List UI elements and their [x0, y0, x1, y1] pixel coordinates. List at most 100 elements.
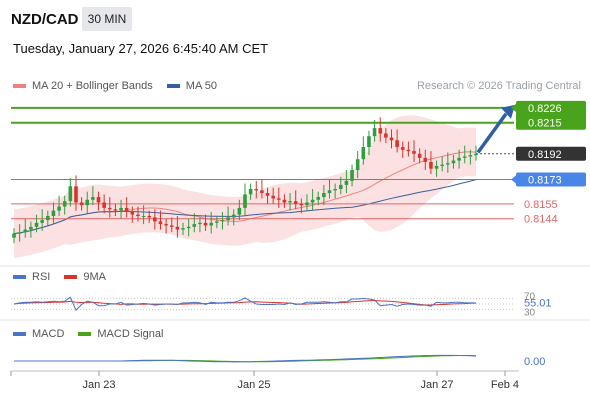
rsi-level-label: 30 — [524, 308, 536, 319]
candle-body — [248, 188, 253, 195]
candle-body — [158, 221, 163, 225]
legend-rsi-label: RSI — [32, 271, 51, 283]
legend-ma50: MA 50 — [166, 80, 217, 92]
candle-body — [40, 220, 44, 223]
legend-rsi: RSI — [13, 271, 50, 283]
legend-macd-swatch — [13, 332, 26, 336]
candle-body — [17, 232, 22, 234]
candle-body — [400, 147, 405, 150]
legend-macd: MACD — [13, 328, 64, 340]
timeframe-button[interactable]: 30 MIN — [82, 7, 132, 31]
candle-body — [220, 220, 225, 222]
legend-macd-label: MACD — [32, 328, 65, 340]
candle-body — [34, 222, 39, 227]
candle-body — [271, 195, 275, 199]
macd-line — [14, 354, 477, 363]
pivot-price-tag — [516, 172, 586, 187]
candle-body — [12, 233, 16, 238]
macd-value-label: 0.00 — [524, 356, 545, 368]
research-credit: Research © 2026 Trading Central — [416, 80, 581, 92]
candle-body — [169, 225, 174, 227]
legend-ma20-swatch — [13, 84, 26, 88]
candle-body — [350, 170, 354, 181]
candle-body — [333, 188, 337, 191]
pivot-price-label: 0.8173 — [528, 175, 562, 187]
last-price-tag — [516, 146, 586, 161]
candle-body — [62, 201, 67, 207]
candle-body — [57, 206, 61, 211]
candle-body — [417, 153, 422, 158]
main-legend: MA 20 + Bollinger Bands MA 50 — [13, 80, 231, 92]
candle-body — [429, 161, 433, 169]
candle-body — [215, 221, 219, 223]
candle-body — [277, 198, 281, 200]
candle-body — [361, 147, 366, 160]
resistance-price-label: 0.8215 — [528, 118, 562, 130]
legend-rsi-swatch — [13, 275, 26, 279]
legend-ma50-swatch — [166, 84, 180, 88]
support-price-label: 0.8144 — [524, 214, 558, 226]
rsi-level-label: 70 — [524, 291, 536, 302]
candle-body — [327, 190, 332, 194]
candle-body — [338, 184, 343, 189]
candle-body — [203, 222, 208, 226]
legend-ma50-label: MA 50 — [185, 80, 217, 92]
candle-body — [107, 207, 112, 210]
candle-body — [153, 217, 157, 222]
candle-body — [446, 163, 450, 165]
resistance-price-tag — [516, 100, 586, 130]
candle-body — [175, 226, 180, 230]
legend-macd-signal-label: MACD Signal — [97, 328, 164, 340]
candle-body — [130, 211, 135, 215]
candle-body — [23, 229, 28, 233]
candle-body — [457, 157, 461, 161]
x-tick-label: Jan 27 — [420, 379, 453, 391]
candle-body — [412, 151, 416, 154]
candle-body — [209, 222, 213, 226]
support-price-label: 0.8155 — [524, 199, 558, 211]
timestamp: Tuesday, January 27, 2026 6:45:40 AM CET — [13, 41, 269, 56]
legend-macd-signal: MACD Signal — [78, 328, 163, 340]
candle-body — [68, 186, 73, 202]
candle-body — [164, 224, 168, 226]
last-price-label: 0.8192 — [528, 149, 562, 161]
rsi-value-label: 55.01 — [524, 298, 552, 310]
candle-body — [355, 159, 360, 171]
candle-body — [198, 222, 202, 225]
candle-body — [372, 128, 377, 137]
pair-title: NZD/CAD — [11, 11, 79, 28]
legend-macd-signal-swatch — [78, 332, 92, 336]
candle-body — [119, 207, 123, 211]
x-tick-label: Jan 25 — [237, 379, 270, 391]
candle-body — [468, 155, 473, 157]
candle-body — [305, 202, 309, 206]
candle-body — [322, 193, 326, 198]
forecast-arrow-head — [501, 104, 515, 119]
candle-body — [378, 128, 383, 134]
candle-body — [265, 193, 270, 196]
candle-body — [344, 180, 349, 185]
candle-body — [293, 201, 298, 204]
rsi-legend: RSI 9MA — [13, 271, 120, 283]
candle-body — [299, 203, 304, 206]
candle-body — [367, 136, 371, 148]
candle-body — [85, 199, 90, 206]
candle-body — [226, 217, 230, 221]
candle-body — [29, 226, 33, 230]
candle-body — [147, 216, 152, 218]
legend-9ma-label: 9MA — [83, 271, 106, 283]
candle-body — [74, 186, 78, 203]
candle-body — [181, 228, 185, 230]
candle-body — [51, 210, 56, 217]
candle-body — [288, 201, 292, 203]
candle-body — [141, 216, 146, 218]
candle-body — [237, 207, 242, 215]
candle-body — [440, 164, 444, 166]
resistance-price-label: 0.8226 — [528, 103, 562, 115]
legend-ma20-label: MA 20 + Bollinger Bands — [32, 80, 153, 92]
candle-body — [231, 214, 236, 218]
rsi-line — [13, 296, 476, 311]
candle-body — [102, 202, 106, 208]
resistance-tag-pointer — [511, 103, 516, 112]
